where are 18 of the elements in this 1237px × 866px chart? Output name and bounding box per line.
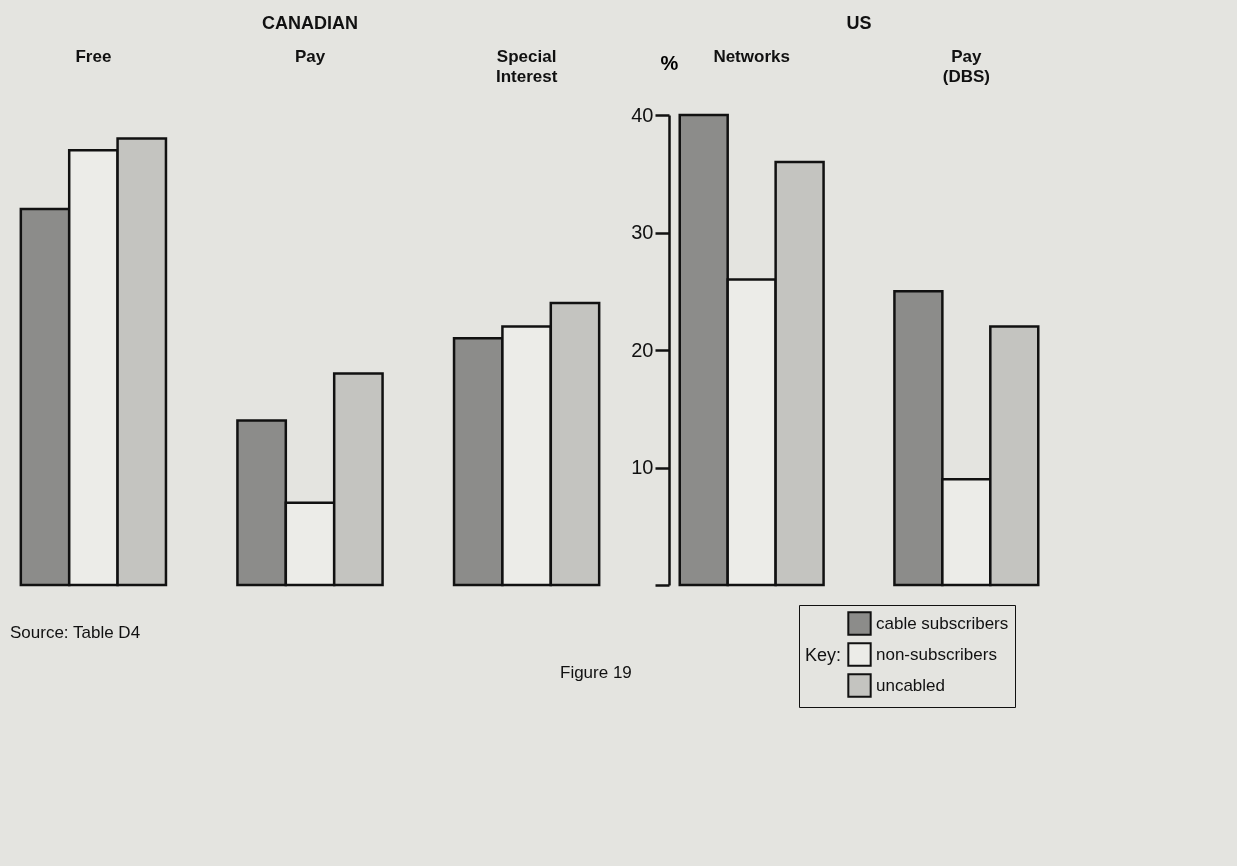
caption: Figure 19	[560, 663, 632, 683]
y-tick-label: 10	[631, 456, 654, 478]
x-tick-label: Pay	[294, 46, 326, 66]
chart-title: CANADIAN	[262, 13, 358, 33]
legend-title: Key:	[805, 645, 842, 665]
x-tick-label: Free	[75, 46, 112, 66]
x-tick-label: Networks	[713, 46, 790, 66]
source-note: Source: Table D4	[10, 623, 141, 643]
y-tick-label: 20	[631, 338, 654, 361]
legend-label: cable subscribers	[876, 613, 1009, 633]
y-axis-title: %	[660, 51, 679, 74]
chart-title: US	[846, 13, 872, 33]
legend-label: uncabled	[876, 675, 946, 695]
y-tick-label: 40	[631, 103, 654, 126]
x-tick-label: Special Interest	[495, 46, 558, 86]
legend-label: non-subscribers	[876, 644, 997, 664]
x-tick-label: Pay (DBS)	[942, 46, 990, 86]
y-tick-label: 30	[631, 221, 654, 243]
